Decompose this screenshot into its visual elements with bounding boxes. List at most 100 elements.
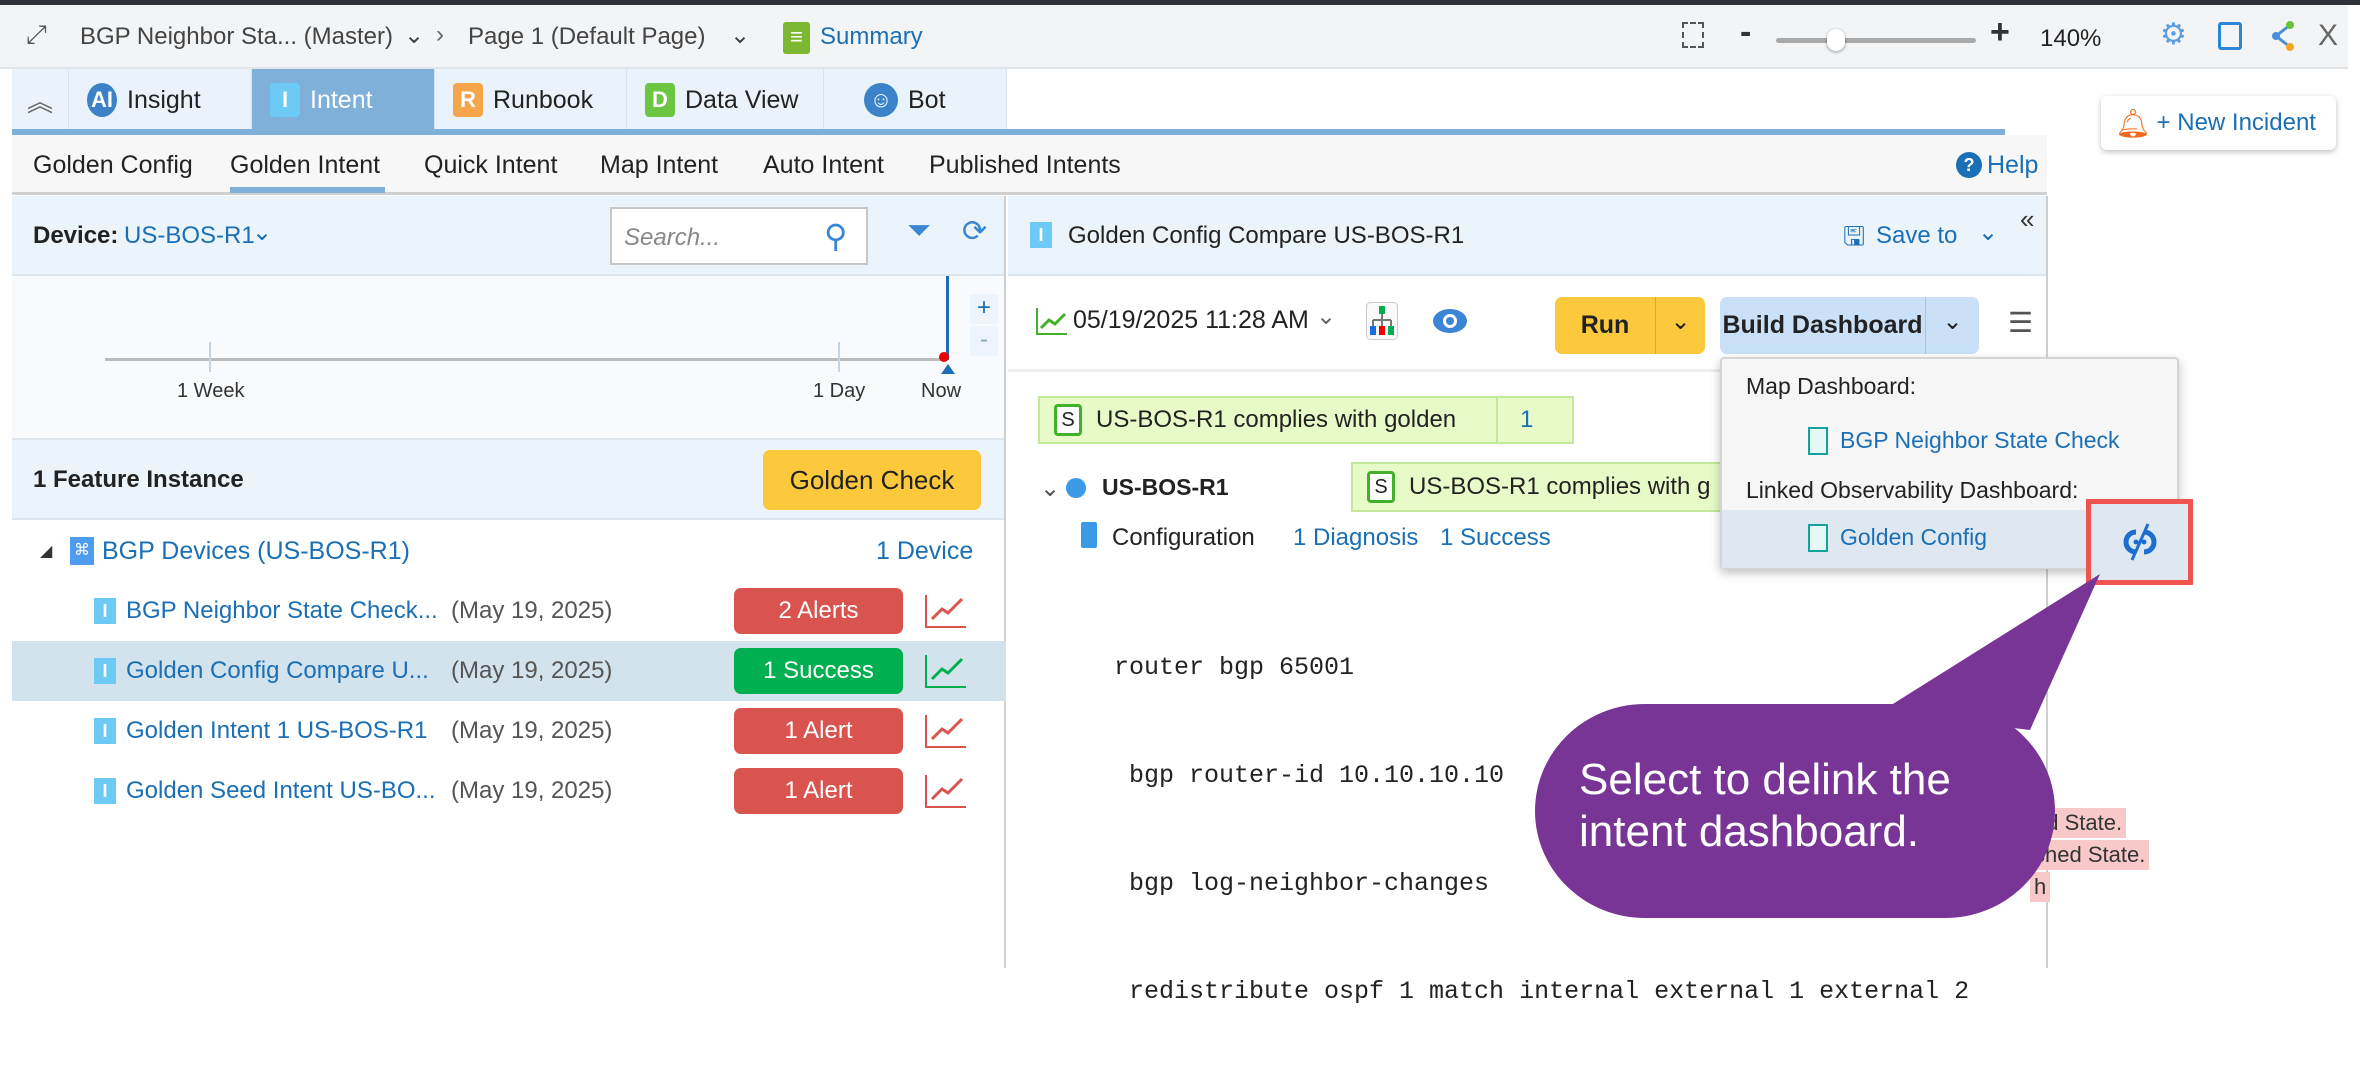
dashboard-icon (1808, 427, 1828, 455)
group-device-count[interactable]: 1 Device (876, 537, 974, 565)
group-row[interactable]: ◢ ⌘ BGP Devices (US-BOS-R1) 1 Device (12, 521, 1006, 581)
intent-list-item[interactable]: I Golden Config Compare U... (May 19, 20… (12, 641, 1006, 701)
timeline-zoom-out[interactable]: - (970, 326, 998, 356)
search-icon[interactable]: ⚲ (824, 218, 848, 254)
timeline-event-marker[interactable] (939, 352, 949, 362)
document-title[interactable]: BGP Neighbor Sta... (Master) (80, 23, 394, 50)
trend-chart-icon[interactable] (924, 593, 968, 629)
collapse-icon[interactable]: ︽ (12, 69, 69, 131)
trend-chart-icon[interactable] (924, 713, 968, 749)
status-badge[interactable]: 1 Alert (734, 768, 903, 814)
zoom-in-button[interactable]: + (1990, 13, 2010, 51)
hamburger-menu-icon[interactable]: ☰ (2008, 307, 2034, 338)
compliance-summary[interactable]: S US-BOS-R1 complies with golden 1 (1038, 396, 1574, 444)
gear-icon[interactable]: ⚙ (2160, 18, 2187, 51)
breadcrumb-separator-icon: › (436, 21, 444, 48)
status-badge[interactable]: 1 Alert (734, 708, 903, 754)
run-split-button: Run ⌄ (1555, 297, 1705, 354)
status-badge[interactable]: 2 Alerts (734, 588, 903, 634)
close-button[interactable]: X (2318, 19, 2339, 52)
expand-chevron-icon[interactable]: ⌄ (1040, 475, 1061, 502)
save-icon[interactable] (2218, 22, 2242, 50)
build-dashboard-button[interactable]: Build Dashboard (1722, 311, 1923, 339)
collapse-triangle-icon[interactable]: ◢ (40, 543, 53, 560)
group-label[interactable]: BGP Devices (US-BOS-R1) (102, 537, 410, 565)
tab-runbook[interactable]: R Runbook (435, 69, 627, 131)
status-badge[interactable]: 1 Success (734, 648, 903, 694)
timeline-label-day: 1 Day (813, 380, 866, 402)
save-to-button[interactable]: Save to (1876, 222, 1958, 249)
zoom-slider[interactable] (1776, 29, 1976, 51)
timeline[interactable]: 1 Week 1 Day Now + - (12, 276, 1004, 438)
subtab-map-intent[interactable]: Map Intent (600, 151, 719, 179)
timeline-tick (838, 342, 840, 372)
run-timestamp[interactable]: 05/19/2025 11:28 AM (1073, 306, 1309, 334)
tab-bot[interactable]: ☺ Bot (824, 69, 1007, 131)
chevron-down-icon[interactable]: ⌄ (404, 22, 425, 49)
save-icon[interactable]: 🖫︎ (1843, 221, 1866, 251)
chevron-down-icon[interactable]: ⌄ (1316, 303, 1337, 330)
build-dashboard-chevron[interactable]: ⌄ (1925, 297, 1979, 354)
device-compliance[interactable]: S US-BOS-R1 complies with g (1351, 462, 1731, 512)
help-link[interactable]: Help (1987, 151, 2039, 179)
subtab-quick-intent[interactable]: Quick Intent (424, 151, 558, 179)
intent-subtabs: Golden Config Golden Intent Quick Intent… (12, 135, 2047, 195)
collapse-panel-icon[interactable]: « (2020, 204, 2035, 234)
share-icon[interactable] (2270, 20, 2296, 52)
new-incident-button[interactable]: 🔔︎ + New Incident (2101, 96, 2336, 150)
golden-check-button[interactable]: Golden Check (763, 450, 981, 510)
page-selector[interactable]: Page 1 (Default Page) (468, 23, 706, 50)
intent-name[interactable]: Golden Seed Intent US-BO... (126, 777, 436, 804)
diagnosis-link[interactable]: 1 Diagnosis (1293, 524, 1419, 551)
intent-list-item[interactable]: I Golden Intent 1 US-BOS-R1 (May 19, 202… (12, 701, 1006, 761)
trend-chart-icon[interactable] (1035, 306, 1069, 336)
intent-list-item[interactable]: I Golden Seed Intent US-BO... (May 19, 2… (12, 761, 1006, 821)
zoom-slider-thumb[interactable] (1827, 29, 1845, 51)
chevron-down-icon[interactable]: ⌄ (1978, 219, 1999, 246)
timeline-zoom-in[interactable]: + (970, 294, 998, 324)
run-options-chevron[interactable]: ⌄ (1655, 297, 1705, 354)
eye-icon[interactable] (1432, 308, 1468, 334)
summary-link[interactable]: Summary (820, 23, 923, 50)
delink-button[interactable] (2086, 499, 2193, 585)
tab-insight[interactable]: AI Insight (69, 69, 252, 131)
zoom-level: 140% (2040, 25, 2102, 52)
intent-header: I Golden Config Compare US-BOS-R1 🖫︎ Sav… (1008, 196, 2046, 276)
failure-highlight: shed State. (2030, 840, 2150, 870)
refresh-icon[interactable]: ⟳ (962, 215, 988, 248)
success-link[interactable]: 1 Success (1440, 524, 1551, 551)
menu-item-bgp-neighbor-state-check[interactable]: BGP Neighbor State Check (1722, 415, 2177, 469)
search-input[interactable]: Search... ⚲ (610, 207, 868, 265)
topology-icon[interactable] (1366, 302, 1398, 340)
subtab-auto-intent[interactable]: Auto Intent (763, 151, 884, 179)
tab-intent[interactable]: I Intent (252, 69, 435, 131)
intent-name[interactable]: BGP Neighbor State Check... (126, 597, 438, 624)
help-icon[interactable]: ? (1956, 152, 1982, 178)
run-button[interactable]: Run (1580, 311, 1630, 339)
chevron-down-icon[interactable]: ⌄ (252, 219, 273, 246)
subtab-published-intents[interactable]: Published Intents (929, 151, 1121, 179)
trend-chart-icon[interactable] (924, 773, 968, 809)
bot-icon: ☺ (864, 83, 898, 117)
intent-icon: I (94, 658, 116, 684)
compliance-count[interactable]: 1 (1496, 398, 1556, 442)
subtab-golden-intent[interactable]: Golden Intent (230, 151, 381, 179)
intent-name[interactable]: Golden Config Compare U... (126, 657, 429, 684)
timeline-label-now: Now (921, 380, 962, 402)
search-placeholder: Search... (624, 224, 721, 251)
chevron-down-icon[interactable]: ⌄ (730, 22, 751, 49)
subtab-golden-config[interactable]: Golden Config (33, 151, 193, 179)
summary-icon: ≡ (783, 22, 810, 54)
tab-data-view[interactable]: D Data View (627, 69, 824, 131)
trend-chart-icon[interactable] (924, 653, 968, 689)
intent-name[interactable]: Golden Intent 1 US-BOS-R1 (126, 717, 428, 744)
fit-view-icon[interactable] (1682, 22, 1704, 48)
fullscreen-icon[interactable]: ⤢ (26, 19, 47, 49)
intent-list-item[interactable]: I BGP Neighbor State Check... (May 19, 2… (12, 581, 1006, 641)
filter-icon[interactable]: ⏷ (907, 214, 931, 247)
zoom-out-button[interactable]: - (1740, 13, 1752, 51)
tab-underline (12, 129, 2005, 135)
timeline-cursor[interactable] (946, 276, 949, 360)
insight-ai-icon: AI (87, 83, 117, 117)
device-selector[interactable]: US-BOS-R1 (124, 222, 255, 249)
